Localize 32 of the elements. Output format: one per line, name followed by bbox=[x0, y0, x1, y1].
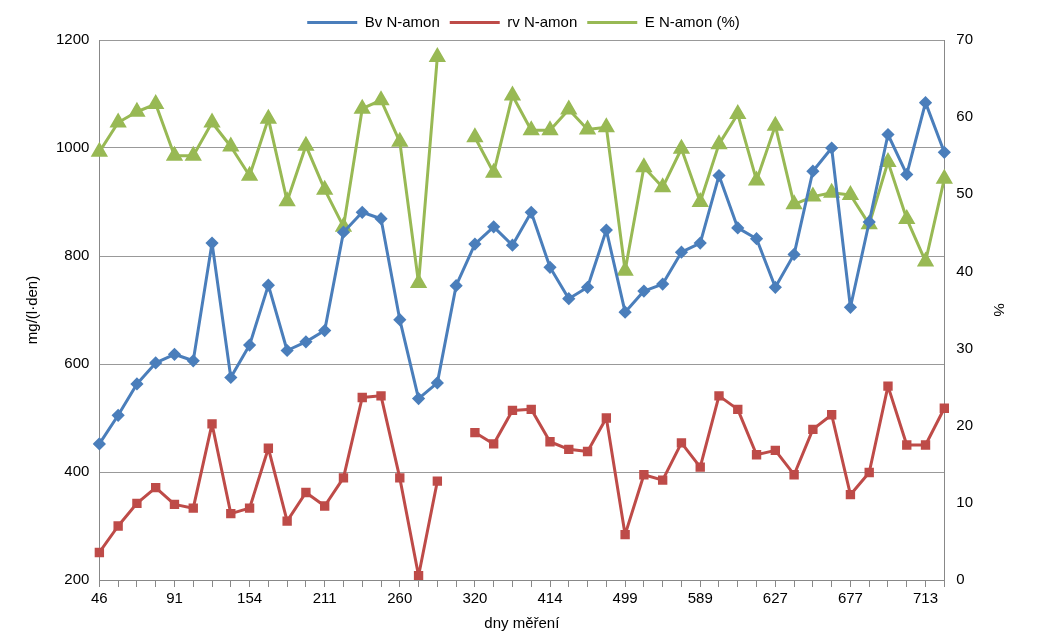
y2-tick-label: 30 bbox=[956, 338, 973, 356]
x-tick-label: 713 bbox=[913, 589, 939, 607]
y-tick-label: 600 bbox=[64, 354, 90, 372]
y2-axis-title: % bbox=[990, 303, 1008, 317]
x-tick-label: 589 bbox=[687, 589, 713, 607]
legend-label: Bv N-amon bbox=[364, 12, 440, 30]
x-tick-label: 320 bbox=[462, 589, 488, 607]
y-tick-label: 800 bbox=[64, 246, 90, 264]
x-tick-label: 91 bbox=[166, 589, 183, 607]
x-tick-label: 677 bbox=[837, 589, 863, 607]
x-tick-label: 627 bbox=[762, 589, 788, 607]
x-tick-label: 260 bbox=[387, 589, 413, 607]
x-tick-label: 154 bbox=[237, 589, 263, 607]
x-tick-label: 46 bbox=[91, 589, 108, 607]
y-tick-label: 1200 bbox=[55, 30, 90, 48]
legend-label: E N-amon (%) bbox=[644, 12, 740, 30]
y-axis-title: mg/(l·den) bbox=[23, 275, 41, 345]
legend-label: rv N-amon bbox=[507, 12, 578, 30]
y2-tick-label: 0 bbox=[956, 570, 965, 588]
y2-tick-label: 40 bbox=[956, 261, 973, 279]
y2-tick-label: 50 bbox=[956, 184, 973, 202]
y2-tick-label: 20 bbox=[956, 415, 973, 433]
y-tick-label: 200 bbox=[64, 570, 90, 588]
x-tick-label: 414 bbox=[537, 589, 563, 607]
y2-tick-label: 10 bbox=[956, 493, 973, 510]
y2-tick-label: 60 bbox=[956, 107, 973, 125]
x-tick-label: 499 bbox=[612, 589, 638, 607]
y-tick-label: 400 bbox=[64, 462, 90, 480]
y-tick-label: 1000 bbox=[55, 138, 90, 156]
x-tick-label: 211 bbox=[312, 589, 337, 607]
x-axis-title: dny měření bbox=[484, 614, 561, 632]
y2-tick-label: 70 bbox=[956, 30, 973, 48]
